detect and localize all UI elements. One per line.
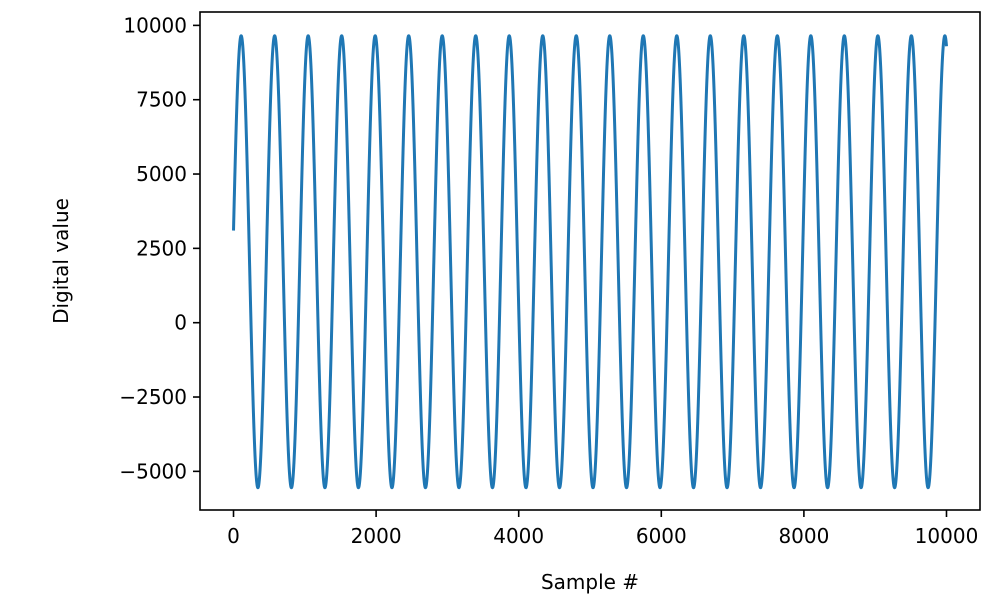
x-tick-label: 6000: [636, 524, 687, 548]
y-tick-label: −2500: [119, 385, 187, 409]
x-tick-label: 10000: [915, 524, 979, 548]
y-tick-label: 5000: [136, 162, 187, 186]
plot-frame: [199, 11, 981, 511]
signal-series-line: [232, 34, 948, 490]
y-axis-ticks: −5000 −2500 0 2500 5000 7500 10000: [119, 13, 200, 483]
x-axis-label: Sample #: [541, 570, 639, 594]
x-axis-ticks: 0 2000 4000 6000 8000 10000: [227, 510, 978, 548]
x-tick-label: 0: [227, 524, 240, 548]
y-tick-label: −5000: [119, 459, 187, 483]
y-tick-label: 10000: [123, 13, 187, 37]
x-tick-label: 4000: [493, 524, 544, 548]
plot-area: [232, 34, 948, 490]
x-tick-label: 8000: [778, 524, 829, 548]
y-tick-label: 2500: [136, 236, 187, 260]
x-tick-label: 2000: [351, 524, 402, 548]
y-tick-label: 7500: [136, 88, 187, 112]
y-axis-label: Digital value: [49, 198, 73, 324]
y-tick-label: 0: [174, 311, 187, 335]
